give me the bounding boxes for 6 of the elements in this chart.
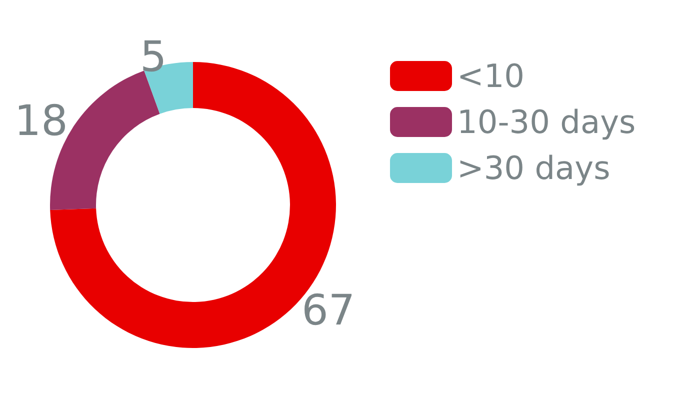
legend-label: >30 days — [457, 149, 610, 187]
legend-label: 10-30 days — [457, 103, 636, 141]
legend-label: <10 — [457, 57, 525, 95]
data-label: 67 — [302, 285, 356, 334]
data-label: 5 — [140, 32, 167, 81]
data-label: 18 — [14, 96, 68, 146]
